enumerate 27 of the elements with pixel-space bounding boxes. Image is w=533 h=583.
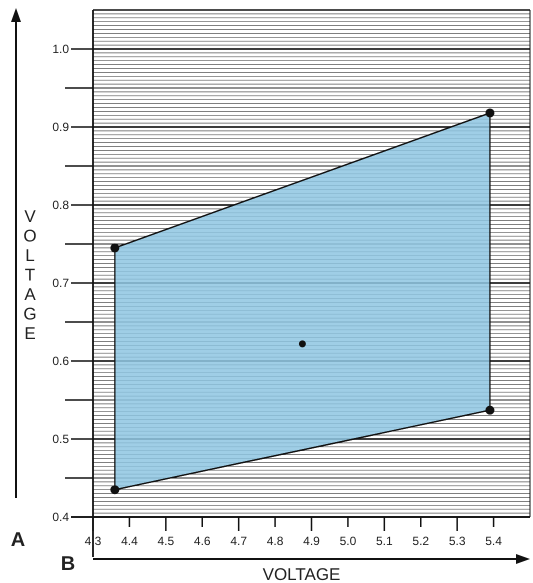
x-tick-label: 4.9 xyxy=(303,534,320,548)
x-tick-label: 5.1 xyxy=(376,534,393,548)
point xyxy=(485,406,494,415)
text: A xyxy=(10,529,26,551)
y-tick-label: 0.6 xyxy=(52,354,70,368)
point xyxy=(110,243,120,252)
x-tick-label: 4.7 xyxy=(230,534,248,548)
y-tick-label: 0.9 xyxy=(52,120,70,134)
y-tick-label: 0.8 xyxy=(52,198,70,212)
x-tick-label: 5.2 xyxy=(412,534,430,548)
point xyxy=(110,485,120,494)
x-tick-label: 5.3 xyxy=(448,534,466,548)
point xyxy=(485,108,494,118)
x-axis-title: VOLTAGE xyxy=(262,565,340,583)
text: B xyxy=(60,553,76,575)
y-tick-label: 0.4 xyxy=(52,510,70,524)
point xyxy=(298,340,306,348)
x-tick-label: 4.4 xyxy=(121,534,138,548)
x-tick-label: 5.0 xyxy=(340,534,357,548)
x-tick-label: 4.8 xyxy=(266,534,284,548)
y-tick-label: 0.7 xyxy=(52,276,70,290)
x-tick-label: 4.6 xyxy=(194,534,211,548)
y-tick-label: 1.0 xyxy=(52,42,70,56)
x-tick-label: 4.5 xyxy=(157,534,174,548)
x-tick-label: 5.4 xyxy=(485,534,502,548)
y-axis-title: VOLTAGE xyxy=(23,207,37,343)
y-tick-label: 0.5 xyxy=(52,432,70,446)
